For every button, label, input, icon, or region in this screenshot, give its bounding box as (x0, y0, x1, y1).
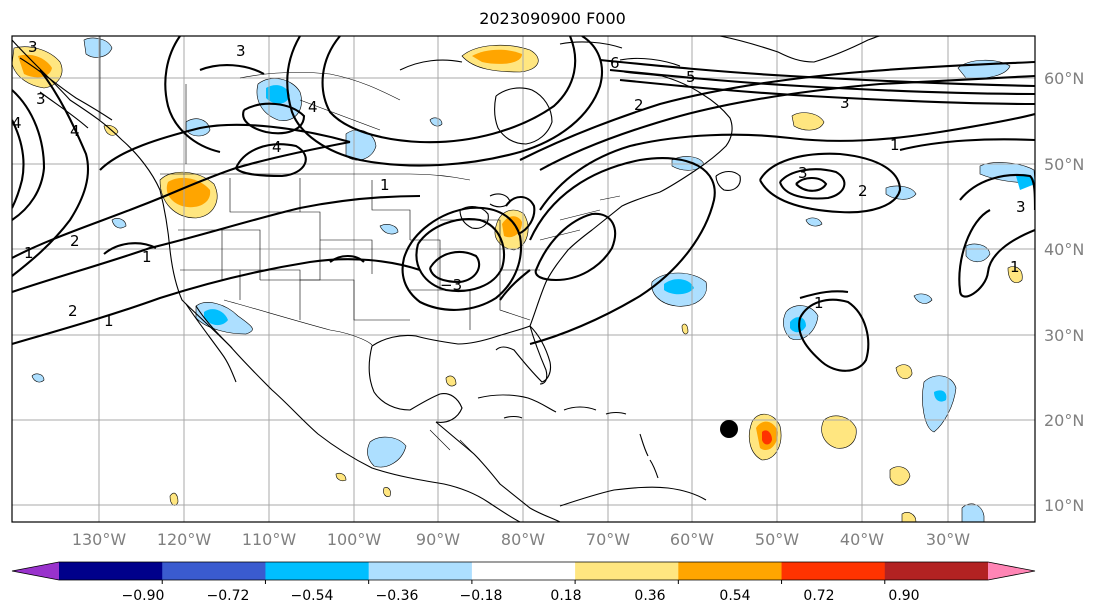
colorbar-swatch (575, 562, 679, 580)
contour-label: 6 (610, 54, 620, 72)
lat-label: 40°N (1044, 240, 1084, 259)
latitude-labels: 60°N 50°N 40°N 30°N 20°N 10°N (1044, 69, 1084, 515)
lon-label: 100°W (327, 530, 382, 549)
contour-label: 4 (308, 98, 318, 116)
colorbar-tick: −0.54 (291, 588, 334, 604)
contour-label: 1 (1010, 258, 1020, 276)
colorbar-swatch (265, 562, 370, 580)
map-border (11, 35, 1036, 523)
colorbar-swatch (162, 562, 266, 580)
contour-label: 1 (380, 176, 390, 194)
contour-label: −3 (440, 276, 462, 294)
lon-label: 50°W (755, 530, 799, 549)
lon-label: 110°W (242, 530, 297, 549)
contour-label: 5 (686, 68, 696, 86)
colorbar-outline (11, 561, 1036, 581)
coastlines (12, 36, 881, 522)
colorbar-tick: −0.90 (122, 588, 165, 604)
colorbar-extend-high (988, 562, 1035, 580)
anomaly-fill-layer (12, 37, 1035, 522)
contour-lines (12, 36, 1035, 372)
contour-label: 2 (858, 182, 868, 200)
contour-label: 3 (236, 42, 246, 60)
political-boundaries (99, 36, 621, 461)
contour-label: 4 (70, 122, 80, 140)
colorbar-tick: 0.36 (634, 588, 665, 604)
colorbar-swatch (59, 562, 163, 580)
colorbar-tick: 0.72 (803, 588, 834, 604)
colorbar-tick: 0.54 (719, 588, 750, 604)
contour-label: 3 (1016, 198, 1026, 216)
colorbar-extend-low (12, 562, 59, 580)
contour-label: 3 (840, 94, 850, 112)
colorbar-swatch (368, 562, 473, 580)
contour-label: 1 (142, 248, 152, 266)
lon-label: 70°W (586, 530, 630, 549)
contour-label: 1 (24, 244, 34, 262)
contour-label: 1 (814, 294, 824, 312)
lon-label: 60°W (670, 530, 714, 549)
colorbar-tick: 0.90 (888, 588, 919, 604)
contour-label: 2 (634, 96, 644, 114)
colorbar-tick: −0.18 (460, 588, 503, 604)
colorbar-swatch (471, 562, 576, 580)
lat-label: 20°N (1044, 411, 1084, 430)
colorbar-swatch (781, 562, 886, 580)
map-title: 2023090900 F000 (479, 9, 626, 28)
contour-label: 4 (12, 114, 22, 132)
lon-label: 30°W (926, 530, 970, 549)
longitude-labels: 130°W 120°W 110°W 100°W 90°W 80°W 70°W 6… (72, 530, 970, 549)
colorbar (11, 561, 1036, 584)
colorbar-tick: 0.18 (550, 588, 581, 604)
contour-label: 3 (28, 38, 38, 56)
lon-label: 40°W (840, 530, 884, 549)
contour-label: 2 (68, 302, 78, 320)
colorbar-tick-labels: −0.90 −0.72 −0.54 −0.36 −0.18 0.18 0.36 … (122, 588, 920, 604)
colorbar-tick: −0.72 (207, 588, 250, 604)
colorbar-swatch (678, 562, 783, 580)
contour-label: 1 (890, 136, 900, 154)
colorbar-swatch (884, 562, 989, 580)
lat-label: 50°N (1044, 155, 1084, 174)
contour-label: 3 (798, 164, 808, 182)
lat-label: 10°N (1044, 496, 1084, 515)
contour-label-layer: 3 4 4 3 1 2 2 1 1 4 4 1 3 −3 6 5 3 2 3 1… (12, 38, 1026, 330)
lon-label: 120°W (157, 530, 212, 549)
contour-label: 2 (70, 232, 80, 250)
storm-position-dot (720, 420, 738, 438)
lon-label: 90°W (416, 530, 460, 549)
graticule (12, 36, 1035, 522)
colorbar-tick: −0.36 (376, 588, 419, 604)
lon-label: 80°W (501, 530, 545, 549)
contour-label: 3 (36, 90, 46, 108)
lon-label: 130°W (72, 530, 127, 549)
contour-label: 4 (272, 138, 282, 156)
lat-label: 30°N (1044, 326, 1084, 345)
contour-label: 1 (104, 312, 114, 330)
lat-label: 60°N (1044, 69, 1084, 88)
